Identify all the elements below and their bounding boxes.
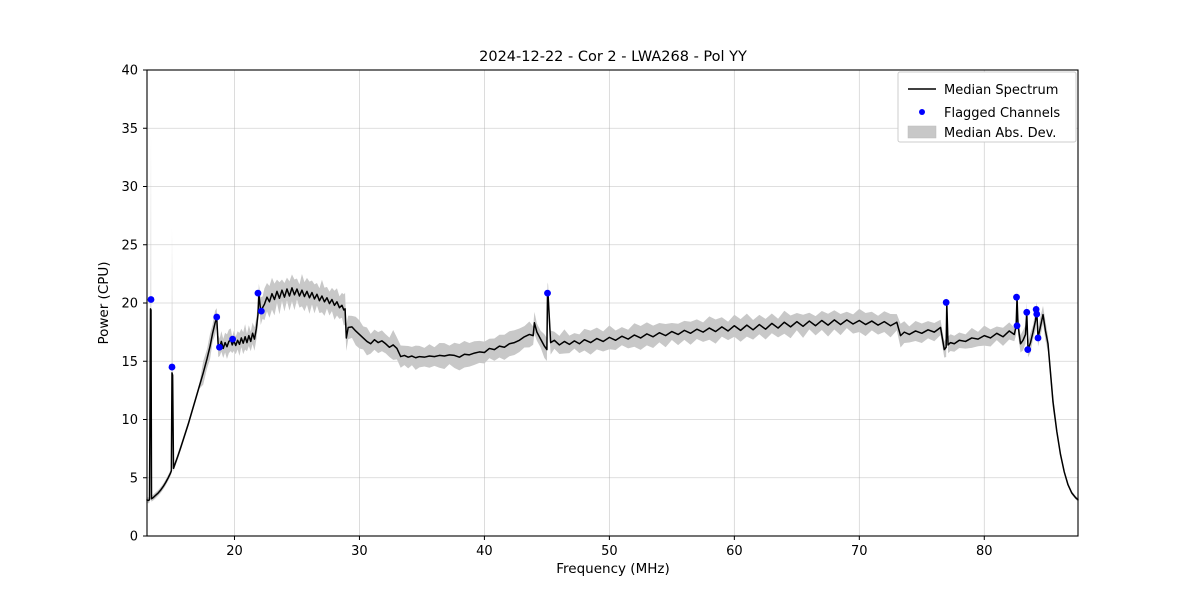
x-tick-label: 60: [726, 544, 743, 559]
flagged-channel-point: [257, 307, 265, 315]
y-tick-label: 20: [121, 297, 138, 312]
y-tick-label: 0: [130, 530, 138, 545]
x-tick-label: 50: [601, 544, 618, 559]
legend-band-swatch: [907, 125, 937, 139]
legend-label-median-spectrum: Median Spectrum: [944, 83, 1058, 98]
flagged-channel-point: [1024, 346, 1032, 353]
legend-box: [897, 71, 1077, 143]
flagged-channel-point: [1023, 308, 1031, 316]
page-title: 2024-12-22 - Cor 2 - LWA268 - Pol YY: [479, 49, 747, 65]
legend-dot-swatch: [919, 109, 925, 115]
flagged-channel-point: [1034, 334, 1042, 342]
x-tick-label: 80: [976, 544, 993, 559]
x-tick-label: 70: [851, 544, 868, 559]
flagged-channel-point: [147, 296, 155, 303]
flagged-channel-point: [254, 289, 262, 297]
y-tick-label: 15: [121, 355, 138, 370]
x-tick-label: 20: [226, 544, 243, 559]
y-tick-label: 25: [121, 238, 138, 253]
legend: Median Spectrum Flagged Channels Median …: [897, 71, 1077, 143]
y-axis-label: Power (CPU): [96, 261, 112, 344]
flagged-channel-point: [216, 343, 223, 351]
legend-label-flagged-channels: Flagged Channels: [944, 106, 1060, 121]
mad-band: [147, 134, 1078, 504]
y-tick-label: 35: [121, 122, 138, 137]
flagged-channel-point: [213, 313, 221, 321]
flagged-channel-point: [942, 299, 950, 306]
y-tick-label: 5: [130, 471, 138, 486]
y-tick-label: 30: [121, 180, 138, 195]
flagged-channel-point: [168, 363, 176, 371]
y-tick-label: 10: [121, 413, 138, 428]
flagged-channel-point: [1013, 322, 1021, 330]
x-tick-label: 40: [476, 544, 493, 559]
y-axis-ticks: 0 5 10 15 20 25 30 35 40: [121, 64, 147, 545]
flagged-channel-point: [229, 335, 237, 343]
legend-label-mad: Median Abs. Dev.: [944, 126, 1056, 141]
y-tick-label: 40: [121, 64, 138, 79]
flagged-channel-markers: [147, 289, 1042, 371]
x-axis-label: Frequency (MHz): [556, 561, 669, 577]
x-axis-ticks: 20 30 40 50 60 70 80: [226, 536, 993, 559]
flagged-channel-point: [1013, 293, 1020, 301]
flagged-channel-point: [1033, 310, 1041, 318]
flagged-channel-point: [544, 289, 551, 297]
x-tick-label: 30: [351, 544, 368, 559]
